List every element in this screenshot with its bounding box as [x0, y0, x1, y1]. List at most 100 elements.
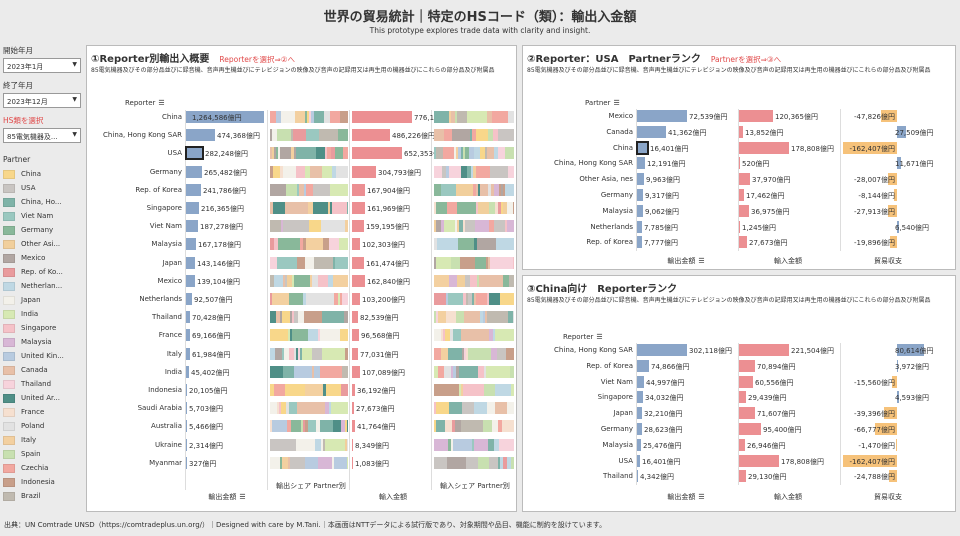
export-bar[interactable]: [637, 423, 642, 435]
export-bar[interactable]: [637, 438, 641, 451]
reporter-row[interactable]: USA 282,248億円 652,353億円: [87, 146, 516, 161]
share-stack[interactable]: [434, 165, 514, 178]
reporter-name[interactable]: China: [162, 113, 182, 121]
import-bar[interactable]: [352, 456, 353, 469]
export-bar[interactable]: [637, 110, 687, 122]
share-stack[interactable]: [434, 220, 514, 233]
reporter-name[interactable]: Indonesia: [148, 386, 182, 394]
import-bar[interactable]: [352, 347, 358, 360]
share-stack[interactable]: [270, 129, 348, 142]
reporter-name[interactable]: Ukraine: [154, 440, 182, 449]
reporter-row[interactable]: Germany 265,482億円 304,793億円: [87, 165, 516, 179]
legend-item[interactable]: Italy: [3, 433, 83, 447]
export-amount-header[interactable]: 輸出金額 ☰: [208, 493, 246, 501]
reporter-name[interactable]: Myanmar: [149, 458, 182, 467]
reporter-row[interactable]: Viet Nam 187,278億円 159,195億円: [87, 219, 516, 233]
panel2-row[interactable]: Malaysia 9,062億円 36,975億円 -27,913億円: [523, 204, 955, 218]
export-bar[interactable]: [185, 146, 204, 161]
reporter-name[interactable]: Australia: [151, 422, 182, 431]
export-bar[interactable]: [637, 189, 643, 201]
legend-item[interactable]: Netherlan...: [3, 279, 83, 293]
reporter-name[interactable]: Mexico: [157, 276, 182, 285]
export-bar[interactable]: [186, 456, 187, 469]
legend-item[interactable]: France: [3, 405, 83, 419]
reporter-row[interactable]: Japan 143,146億円 161,474億円: [87, 256, 516, 270]
row-name[interactable]: China: [613, 143, 633, 152]
export-bar[interactable]: [186, 183, 201, 196]
import-bar[interactable]: [739, 157, 740, 170]
import-bar[interactable]: [352, 220, 364, 233]
reporter-row[interactable]: Saudi Arabia 5,703億円 27,673億円: [87, 401, 516, 415]
share-stack[interactable]: [270, 220, 348, 233]
balance-bar[interactable]: [897, 344, 924, 356]
import-bar[interactable]: [739, 110, 773, 122]
export-bar[interactable]: [186, 256, 195, 269]
import-bar[interactable]: [739, 236, 747, 249]
reporter-row[interactable]: Italy 61,984億円 77,031億円: [87, 347, 516, 361]
export-bar[interactable]: [186, 402, 187, 415]
export-bar[interactable]: [637, 391, 643, 404]
export-bar[interactable]: [637, 236, 642, 249]
balance-bar[interactable]: [884, 407, 897, 420]
row-name[interactable]: Germany: [600, 191, 633, 199]
export-bar[interactable]: [637, 157, 645, 170]
share-stack[interactable]: [434, 129, 514, 142]
export-bar[interactable]: [637, 407, 642, 420]
legend-item[interactable]: Canada: [3, 363, 83, 377]
import-bar[interactable]: [352, 183, 365, 196]
reporter-name[interactable]: Italy: [166, 349, 182, 358]
share-stack[interactable]: [270, 256, 348, 269]
reporter-name[interactable]: Malaysia: [151, 240, 182, 249]
row-name[interactable]: Rep. of Korea: [586, 238, 633, 247]
balance-bar[interactable]: [889, 470, 897, 483]
balance-bar[interactable]: [897, 157, 901, 170]
export-bar[interactable]: [186, 293, 192, 305]
start-month-select[interactable]: 2023年1月 ▼: [3, 58, 81, 73]
reporter-row[interactable]: Singapore 216,365億円 161,969億円: [87, 201, 516, 215]
export-bar[interactable]: [637, 125, 666, 138]
import-bar[interactable]: [739, 359, 755, 372]
export-bar[interactable]: [637, 204, 643, 217]
import-bar[interactable]: [352, 420, 355, 433]
balance-bar[interactable]: [897, 359, 898, 372]
legend-item[interactable]: Rep. of Ko...: [3, 265, 83, 279]
reporter-name[interactable]: Japan: [162, 258, 182, 267]
share-stack[interactable]: [434, 147, 514, 160]
import-bar[interactable]: [739, 391, 746, 404]
export-bar[interactable]: [186, 347, 190, 360]
row-name[interactable]: Thailand: [602, 472, 633, 481]
share-stack[interactable]: [434, 238, 514, 251]
legend-item[interactable]: Mexico: [3, 251, 83, 265]
row-name[interactable]: USA: [618, 456, 634, 465]
import-bar[interactable]: [739, 220, 740, 233]
share-stack[interactable]: [270, 111, 348, 123]
reporter-row[interactable]: Malaysia 167,178億円 102,303億円: [87, 237, 516, 251]
export-bar[interactable]: [186, 384, 187, 396]
share-stack[interactable]: [434, 183, 514, 196]
share-stack[interactable]: [434, 111, 514, 123]
balance-bar[interactable]: [843, 454, 897, 467]
reporter-name[interactable]: Rep. of Korea: [135, 185, 182, 194]
panel2-row[interactable]: Other Asia, nes 9,963億円 37,970億円 -28,007億円: [523, 172, 955, 186]
import-bar[interactable]: [739, 470, 746, 483]
share-stack[interactable]: [270, 329, 348, 342]
row-name[interactable]: Mexico: [608, 112, 633, 120]
import-bar[interactable]: [739, 344, 789, 356]
reporter-row[interactable]: Mexico 139,104億円 162,840億円: [87, 274, 516, 288]
legend-item[interactable]: United Ar...: [3, 391, 83, 405]
export-bar[interactable]: [186, 202, 199, 214]
import-bar[interactable]: [352, 274, 365, 287]
import-bar[interactable]: [739, 189, 744, 201]
share-stack[interactable]: [270, 420, 348, 433]
import-bar[interactable]: [352, 165, 376, 178]
import-bar[interactable]: [352, 438, 353, 451]
reporter-name[interactable]: Singapore: [146, 204, 182, 212]
legend-item[interactable]: United Kin...: [3, 349, 83, 363]
share-stack[interactable]: [434, 293, 514, 305]
legend-item[interactable]: Germany: [3, 223, 83, 237]
export-bar[interactable]: [637, 454, 640, 467]
export-bar[interactable]: [186, 238, 196, 251]
share-stack[interactable]: [434, 420, 514, 433]
row-name[interactable]: Rep. of Korea: [586, 361, 633, 370]
